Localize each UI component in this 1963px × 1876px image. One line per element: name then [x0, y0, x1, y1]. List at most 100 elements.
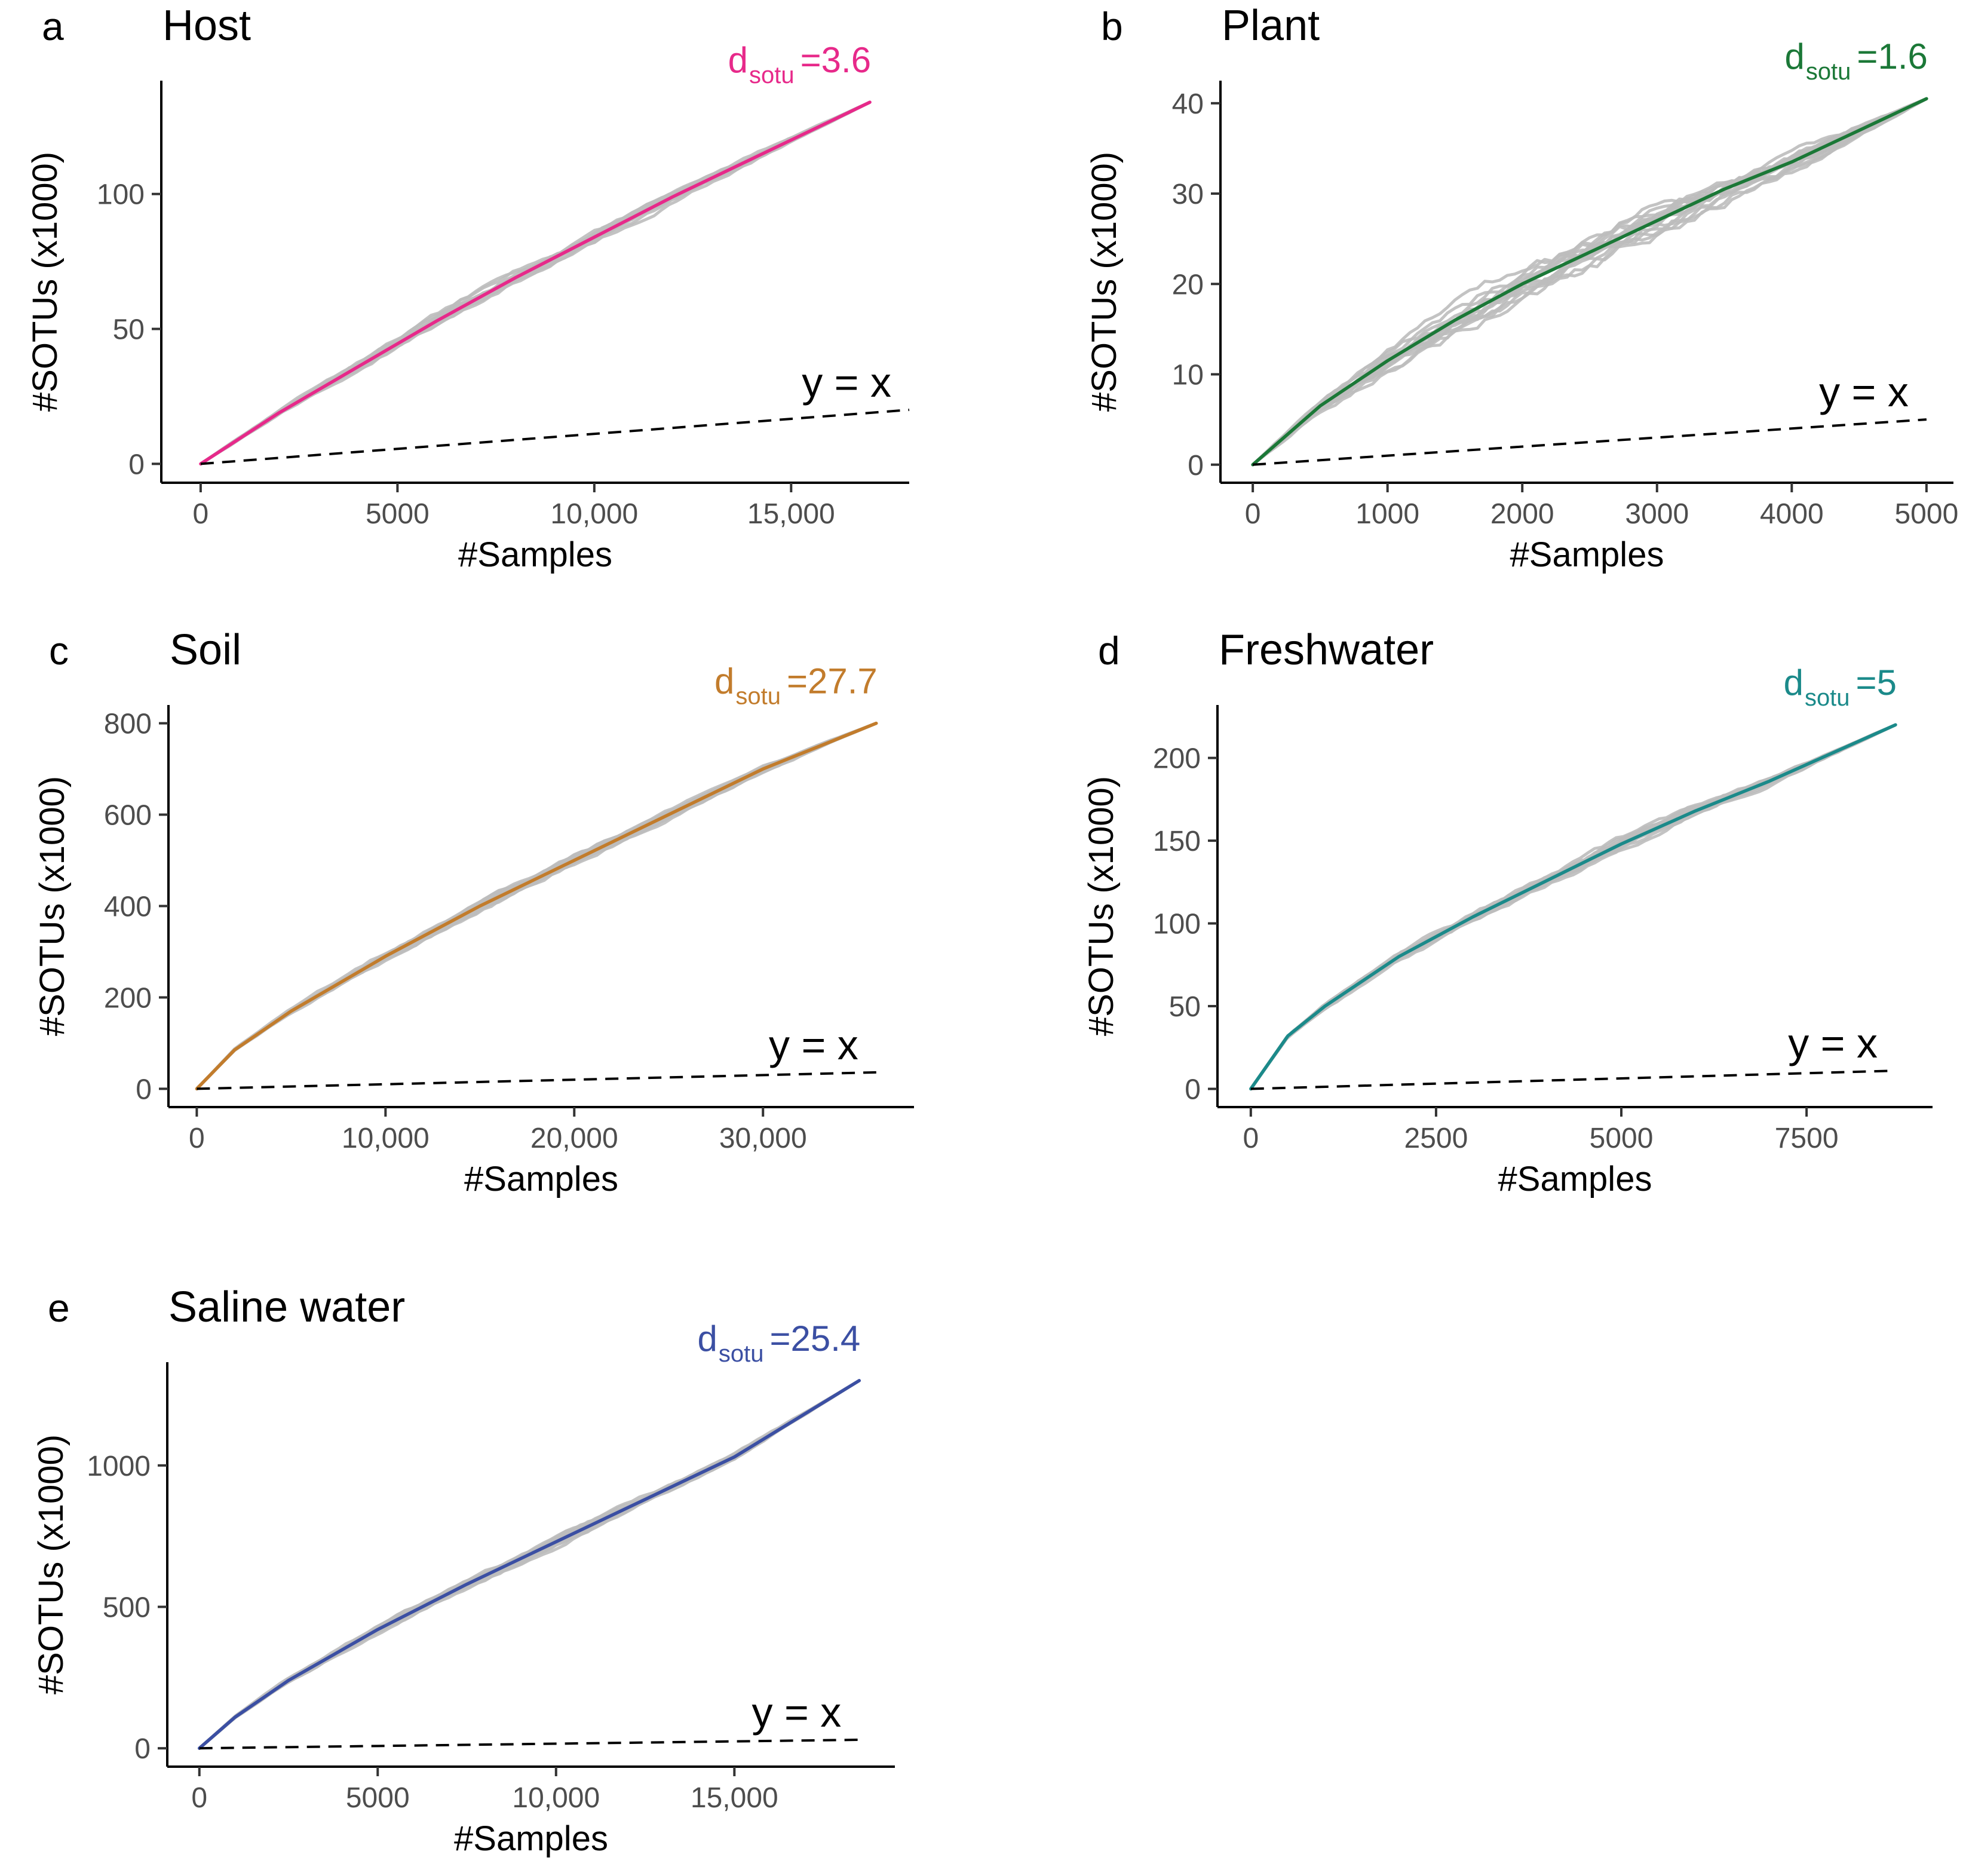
dsotu-subscript: sotu: [719, 1341, 764, 1367]
dsotu-annotation: dsotu =1.6: [1784, 36, 1927, 85]
x-tick-label: 0: [191, 1782, 207, 1814]
y-tick-label: 40: [1172, 88, 1204, 120]
x-tick-label: 5000: [1894, 498, 1958, 530]
replicate-trace: [200, 100, 871, 465]
x-axis-title: #Samples: [464, 1160, 618, 1198]
panel-c: c Soil y = x dsotu =27.7 0 10,000 20,000 30,000 0…: [33, 626, 914, 1198]
x-tick-label: 7500: [1775, 1123, 1839, 1154]
x-tick-label: 15,000: [747, 498, 835, 530]
dsotu-symbol: d: [714, 661, 734, 701]
reference-line-y-equals-x: [199, 1739, 860, 1750]
refline-label: y = x: [769, 1022, 858, 1068]
dsotu-subscript: sotu: [1805, 685, 1850, 711]
y-tick-label: 10: [1172, 360, 1204, 391]
y-tick-label: 200: [1153, 743, 1201, 775]
refline-label: y = x: [1788, 1020, 1878, 1066]
y-tick-label: 0: [1188, 450, 1204, 482]
dsotu-annotation: dsotu =27.7: [714, 661, 878, 710]
replicate-trace: [1252, 97, 1927, 466]
replicate-trace: [200, 100, 871, 465]
panel-letter: a: [42, 4, 64, 48]
panel-title: Soil: [170, 626, 241, 674]
replicate-trace: [200, 100, 871, 465]
dsotu-value: =27.7: [787, 661, 878, 701]
x-tick-label: 0: [193, 498, 209, 530]
x-tick-label: 0: [1243, 1123, 1259, 1154]
replicate-trace: [1252, 97, 1927, 466]
y-tick-label: 100: [1153, 909, 1201, 940]
reference-line-y-equals-x: [1252, 418, 1927, 466]
x-tick-label: 3000: [1625, 498, 1689, 530]
x-tick-label: 10,000: [550, 498, 638, 530]
x-tick-label: 20,000: [530, 1123, 618, 1154]
x-axis-title: #Samples: [1510, 535, 1664, 574]
replicate-trace: [200, 100, 871, 465]
panel-title: Plant: [1222, 2, 1320, 50]
y-tick-label: 20: [1172, 269, 1204, 301]
y-tick-label: 100: [97, 179, 145, 211]
x-tick-label: 0: [189, 1123, 205, 1154]
y-tick-label: 50: [1169, 991, 1201, 1023]
replicate-traces: [200, 100, 871, 465]
dsotu-subscript: sotu: [1806, 59, 1851, 85]
panel-letter: d: [1098, 629, 1120, 673]
panel-a: a Host y = x dsotu =3.6 0 5000 10,000 15,000 0 50 1…: [26, 2, 910, 574]
y-tick-label: 0: [134, 1733, 151, 1765]
panel-title: Saline water: [168, 1283, 405, 1331]
x-tick-label: 2000: [1490, 498, 1554, 530]
mean-curve-series: [1251, 97, 1928, 467]
y-tick-label: 200: [104, 982, 152, 1014]
y-tick-label: 600: [104, 800, 152, 832]
x-axis-title: #Samples: [458, 535, 612, 574]
mean-curve-series: [195, 721, 878, 1091]
y-tick-label: 0: [1185, 1074, 1201, 1106]
reference-line-y-equals-x: [197, 1071, 876, 1090]
y-axis-title: #SOTUs (x1000): [1082, 776, 1121, 1036]
replicate-trace: [200, 100, 871, 465]
y-tick-label: 800: [104, 709, 152, 740]
refline-label: y = x: [802, 359, 891, 406]
y-axis-title: #SOTUs (x1000): [33, 776, 72, 1036]
replicate-trace: [200, 100, 871, 465]
replicate-trace: [200, 100, 871, 465]
refline-label: y = x: [1819, 369, 1909, 415]
replicate-trace: [200, 100, 871, 465]
y-tick-label: 1000: [87, 1451, 151, 1482]
x-tick-label: 5000: [366, 498, 430, 530]
x-tick-label: 4000: [1760, 498, 1824, 530]
panel-letter: c: [49, 629, 69, 673]
replicate-trace: [200, 100, 871, 465]
dsotu-symbol: d: [1784, 36, 1804, 76]
mean-curve-series: [199, 100, 872, 466]
panel-letter: b: [1101, 4, 1123, 48]
dsotu-annotation: dsotu =5: [1784, 663, 1897, 711]
y-tick-label: 0: [136, 1074, 152, 1105]
dsotu-symbol: d: [728, 40, 748, 80]
y-tick-label: 400: [104, 891, 152, 923]
y-axis-title: #SOTUs (x1000): [32, 1434, 70, 1694]
y-tick-label: 30: [1172, 179, 1204, 210]
dsotu-value: =25.4: [769, 1319, 860, 1359]
panel-title: Freshwater: [1219, 626, 1434, 674]
dsotu-symbol: d: [697, 1319, 717, 1359]
x-tick-label: 5000: [1590, 1123, 1654, 1154]
x-tick-label: 10,000: [342, 1123, 430, 1154]
dsotu-value: =5: [1856, 663, 1897, 703]
x-tick-label: 0: [1245, 498, 1261, 530]
panel-letter: e: [48, 1286, 70, 1330]
replicate-trace: [200, 100, 871, 465]
dsotu-symbol: d: [1784, 663, 1803, 703]
y-tick-label: 50: [113, 314, 145, 346]
x-tick-label: 15,000: [691, 1782, 778, 1814]
x-tick-label: 30,000: [719, 1123, 807, 1154]
y-tick-label: 0: [128, 449, 145, 480]
panel-title: Host: [162, 2, 251, 50]
panel-b: b Plant y = x dsotu =1.6 0 1000 2000 3000 4000 500…: [1085, 2, 1958, 574]
dsotu-subscript: sotu: [735, 683, 781, 710]
replicate-trace: [200, 100, 871, 465]
reference-line-y-equals-x: [200, 409, 910, 465]
dsotu-value: =1.6: [1857, 36, 1927, 76]
